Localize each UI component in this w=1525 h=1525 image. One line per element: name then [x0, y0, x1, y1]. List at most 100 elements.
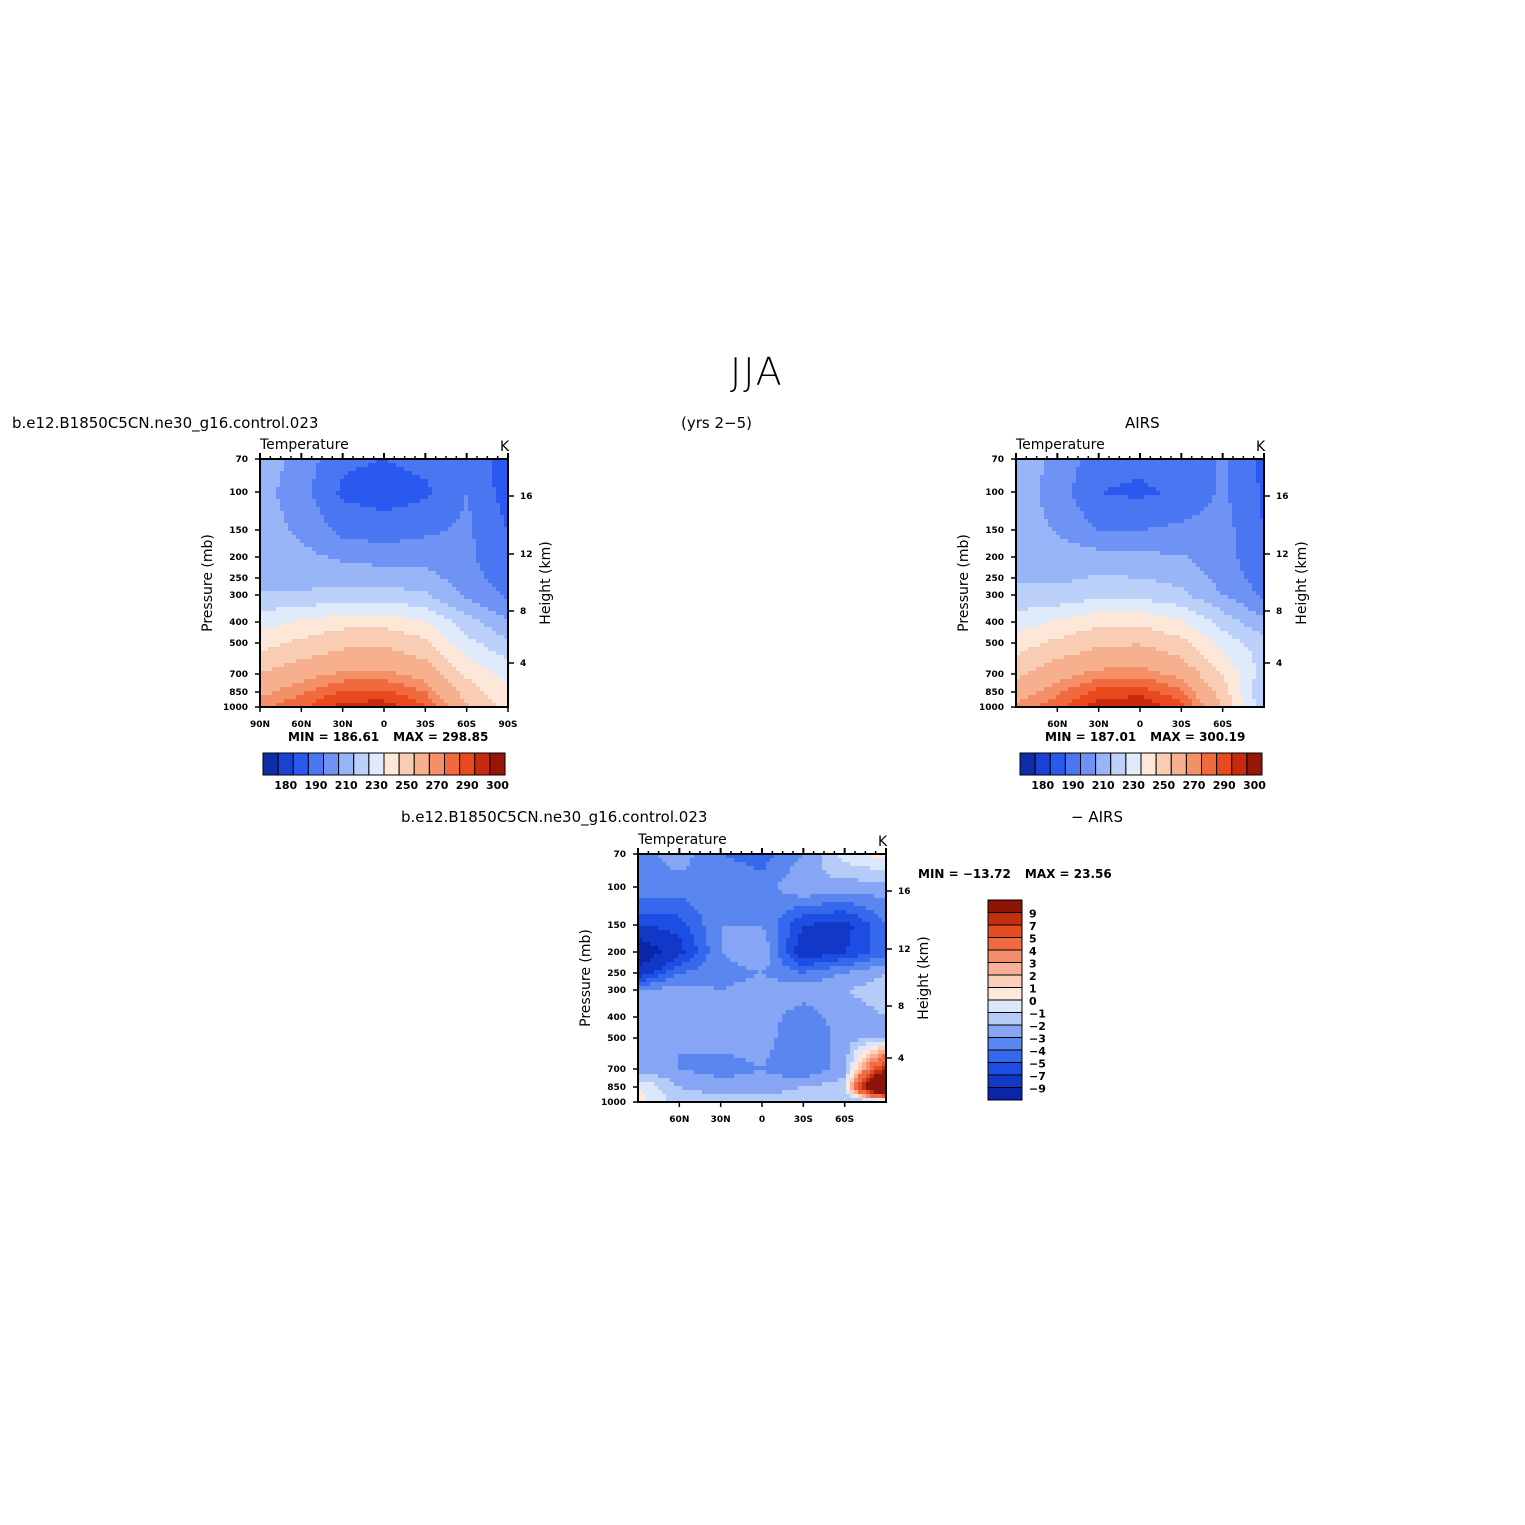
heatmap-cell: [384, 499, 389, 504]
heatmap-cell: [336, 503, 341, 508]
heatmap-cell: [400, 503, 405, 508]
heatmap-cell: [440, 471, 445, 476]
heatmap-cell: [356, 467, 361, 472]
heatmap-cell: [440, 511, 445, 516]
heatmap-cell: [364, 519, 369, 524]
heatmap-cell: [380, 527, 385, 532]
heatmap-cell: [292, 515, 297, 520]
heatmap-cell: [396, 523, 401, 528]
heatmap-cell: [260, 519, 265, 524]
run-label-left: b.e12.B1850C5CN.ne30_g16.control.023: [12, 414, 319, 432]
heatmap-cell: [500, 467, 505, 472]
heatmap-cell: [396, 527, 401, 532]
heatmap-cell: [344, 459, 349, 464]
heatmap-cell: [384, 491, 389, 496]
heatmap-cell: [276, 515, 281, 520]
heatmap-cell: [488, 475, 493, 480]
heatmap-cell: [420, 459, 425, 464]
heatmap-cell: [432, 511, 437, 516]
heatmap-cell: [400, 507, 405, 512]
heatmap-cell: [304, 459, 309, 464]
heatmap-cell: [260, 483, 265, 488]
heatmap-cell: [456, 467, 461, 472]
heatmap-cell: [420, 487, 425, 492]
heatmap-cell: [312, 515, 317, 520]
heatmap-cell: [420, 511, 425, 516]
heatmap-cell: [496, 503, 501, 508]
heatmap-cell: [432, 483, 437, 488]
heatmap-cell: [392, 467, 397, 472]
heatmap-cell: [456, 471, 461, 476]
heatmap-cell: [340, 519, 345, 524]
heatmap-cell: [324, 463, 329, 468]
heatmap-cell: [308, 499, 313, 504]
heatmap-cell: [276, 475, 281, 480]
heatmap-cell: [492, 495, 497, 500]
heatmap-cell: [404, 519, 409, 524]
heatmap-cell: [340, 479, 345, 484]
heatmap-cell: [260, 507, 265, 512]
heatmap-cell: [280, 475, 285, 480]
heatmap-cell: [436, 479, 441, 484]
heatmap-cell: [356, 459, 361, 464]
heatmap-cell: [332, 495, 337, 500]
heatmap-cell: [484, 467, 489, 472]
heatmap-cell: [388, 491, 393, 496]
heatmap-cell: [460, 527, 465, 532]
heatmap-cell: [444, 503, 449, 508]
heatmap-cell: [440, 467, 445, 472]
heatmap-cell: [280, 495, 285, 500]
heatmap-cell: [408, 523, 413, 528]
heatmap-cell: [292, 503, 297, 508]
heatmap-cell: [260, 511, 265, 516]
heatmap-cell: [452, 475, 457, 480]
heatmap-cell: [404, 463, 409, 468]
heatmap-cell: [280, 471, 285, 476]
heatmap-cell: [260, 515, 265, 520]
heatmap-cell: [368, 531, 373, 536]
heatmap-cell: [288, 467, 293, 472]
heatmap-cell: [480, 507, 485, 512]
heatmap-cell: [460, 519, 465, 524]
heatmap-cell: [300, 531, 305, 536]
heatmap-cell: [260, 503, 265, 508]
heatmap-cell: [384, 479, 389, 484]
heatmap-cell: [264, 487, 269, 492]
heatmap-cell: [300, 519, 305, 524]
heatmap-cell: [484, 527, 489, 532]
heatmap-cell: [480, 503, 485, 508]
heatmap-cell: [316, 475, 321, 480]
heatmap-cell: [284, 527, 289, 532]
heatmap-cell: [412, 459, 417, 464]
heatmap-cell: [476, 519, 481, 524]
heatmap-cell: [316, 499, 321, 504]
heatmap-cell: [372, 519, 377, 524]
heatmap-cell: [496, 527, 501, 532]
heatmap-cell: [380, 487, 385, 492]
heatmap-cell: [436, 515, 441, 520]
heatmap-cell: [284, 523, 289, 528]
heatmap-cell: [472, 495, 477, 500]
heatmap-cell: [416, 527, 421, 532]
heatmap-cell: [360, 487, 365, 492]
heatmap-cell: [488, 527, 493, 532]
heatmap-cell: [336, 531, 341, 536]
heatmap-cell: [344, 507, 349, 512]
heatmap-cell: [384, 531, 389, 536]
heatmap-cell: [328, 463, 333, 468]
heatmap-cell: [260, 459, 265, 464]
heatmap-cell: [456, 523, 461, 528]
heatmap-cell: [268, 519, 273, 524]
heatmap-cell: [472, 507, 477, 512]
heatmap-cell: [376, 523, 381, 528]
heatmap-cell: [316, 503, 321, 508]
heatmap-cell: [476, 487, 481, 492]
heatmap-cell: [268, 527, 273, 532]
heatmap-cell: [476, 507, 481, 512]
heatmap-cell: [504, 527, 509, 532]
heatmap-cell: [432, 527, 437, 532]
heatmap-cell: [380, 519, 385, 524]
heatmap-cell: [452, 527, 457, 532]
heatmap-cell: [432, 519, 437, 524]
heatmap-cell: [324, 467, 329, 472]
